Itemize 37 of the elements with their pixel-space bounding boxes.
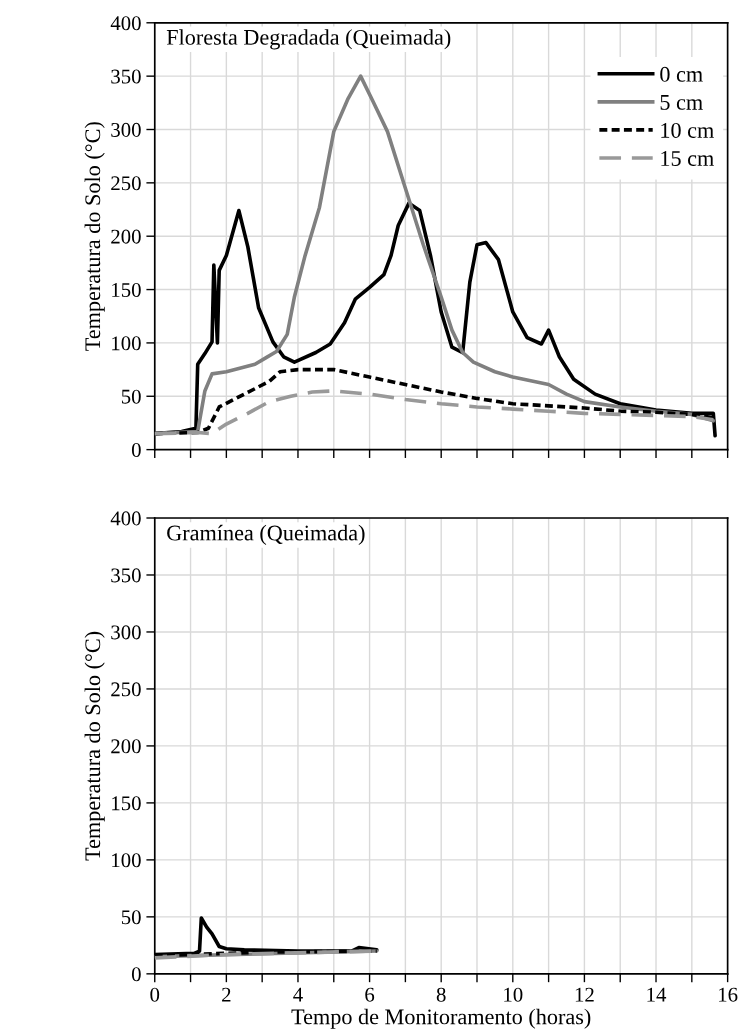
y-tick-label: 300 (111, 625, 141, 640)
y-tick-label: 400 (110, 511, 141, 526)
y-axis-title: Temperatura do Solo (°C) (84, 631, 105, 861)
legend-label: 0 cm (660, 66, 703, 82)
x-tick-label: 4 (293, 987, 303, 1002)
y-tick-label: 50 (121, 910, 141, 925)
y-tick-label: 250 (111, 682, 141, 697)
y-tick-label: 200 (111, 229, 141, 244)
x-tick-label: 6 (365, 987, 375, 1002)
x-tick-label: 0 (150, 987, 160, 1002)
y-tick-label: 100 (112, 336, 141, 351)
y-tick-label: 100 (112, 853, 141, 868)
y-tick-label: 400 (110, 16, 141, 31)
y-tick-label: 150 (112, 796, 141, 811)
x-tick-label: 12 (575, 987, 594, 1002)
y-tick-label: 350 (111, 69, 141, 84)
x-tick-label: 2 (222, 987, 231, 1002)
legend-label: 15 cm (661, 151, 714, 166)
x-axis-title: Tempo de Monitoramento (horas) (291, 1008, 591, 1029)
y-tick-label: 150 (112, 282, 141, 297)
y-tick-label: 0 (131, 443, 141, 458)
y-tick-label: 350 (111, 568, 141, 583)
legend-label: 5 cm (660, 95, 703, 110)
y-axis-title: Temperatura do Solo (°C) (84, 122, 105, 351)
chart-title: Floresta Degradada (Queimada) (166, 29, 451, 50)
legend-label: 10 cm (661, 122, 714, 138)
y-tick-label: 50 (121, 389, 141, 404)
y-tick-label: 300 (111, 122, 141, 137)
x-tick-label: 10 (504, 987, 523, 1002)
y-tick-label: 200 (111, 739, 141, 754)
line-series (154, 389, 716, 436)
y-tick-label: 0 (131, 967, 141, 982)
y-tick-label: 250 (111, 176, 141, 191)
x-tick-label: 14 (647, 987, 667, 1002)
x-tick-label: 8 (436, 987, 446, 1002)
chart-title: Gramínea (Queimada) (167, 524, 365, 546)
x-tick-label: 16 (719, 987, 738, 1002)
